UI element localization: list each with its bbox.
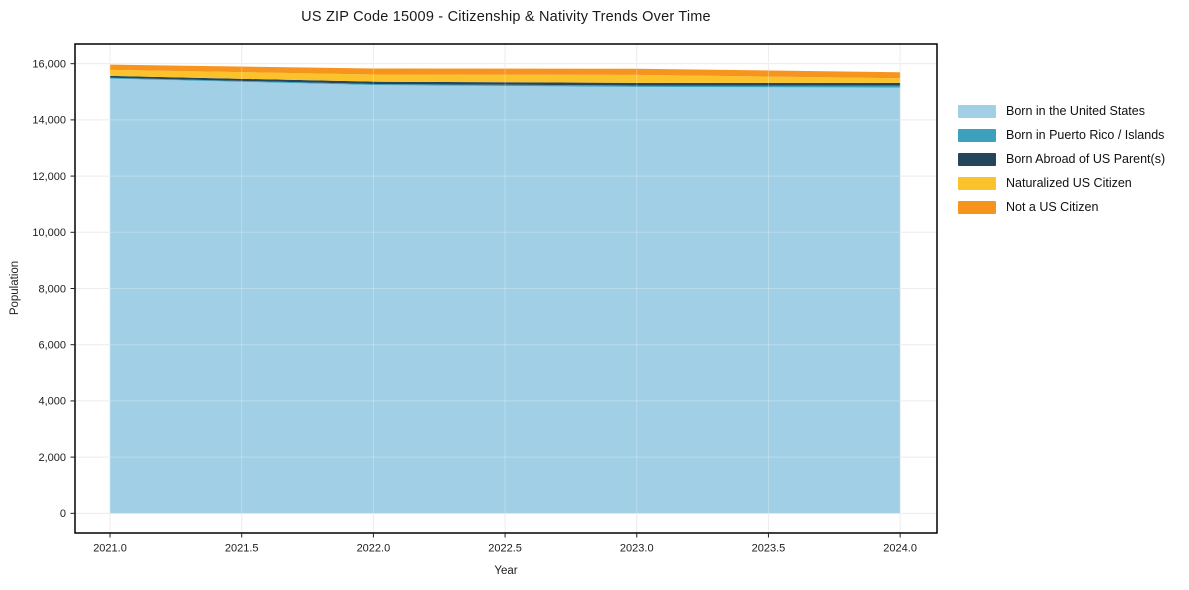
svg-text:8,000: 8,000 bbox=[38, 283, 66, 295]
legend-label: Born Abroad of US Parent(s) bbox=[1006, 152, 1166, 166]
svg-text:2022.0: 2022.0 bbox=[357, 543, 391, 555]
svg-text:2021.0: 2021.0 bbox=[93, 543, 127, 555]
chart-title: US ZIP Code 15009 - Citizenship & Nativi… bbox=[301, 9, 711, 25]
svg-text:2024.0: 2024.0 bbox=[883, 543, 917, 555]
svg-text:14,000: 14,000 bbox=[32, 115, 66, 127]
legend-item: Born in Puerto Rico / Islands bbox=[958, 129, 1165, 142]
svg-text:2021.5: 2021.5 bbox=[225, 543, 259, 555]
x-tick-labels: 2021.0 2021.5 2022.0 2022.5 2023.0 2023.5 2024… bbox=[93, 543, 917, 555]
area-born-abroad-of-us-parent-s bbox=[110, 75, 901, 86]
area-born-in-puerto-rico-islands bbox=[110, 77, 901, 88]
svg-text:4,000: 4,000 bbox=[38, 396, 66, 408]
area-not-a-us-citizen bbox=[110, 64, 901, 79]
svg-text:2022.5: 2022.5 bbox=[488, 543, 522, 555]
y-tick-labels: 0 2,000 4,000 6,000 8,000 10,000 12,000 14,000 1… bbox=[32, 58, 66, 520]
legend-item: Born in the United States bbox=[958, 105, 1165, 118]
legend-label: Naturalized US Citizen bbox=[1006, 176, 1132, 190]
svg-text:2,000: 2,000 bbox=[38, 452, 66, 464]
svg-text:2023.0: 2023.0 bbox=[620, 543, 654, 555]
svg-text:10,000: 10,000 bbox=[32, 227, 66, 239]
gridlines-overlay bbox=[75, 44, 937, 533]
legend-item: Naturalized US Citizen bbox=[958, 177, 1165, 190]
legend-swatch-born-us bbox=[958, 105, 996, 118]
area-born-in-the-united-states bbox=[110, 78, 901, 514]
legend-swatch-born-abroad bbox=[958, 153, 996, 166]
svg-text:6,000: 6,000 bbox=[38, 340, 66, 352]
axis-ticks bbox=[70, 63, 901, 538]
legend-swatch-naturalized bbox=[958, 177, 996, 190]
legend-item: Not a US Citizen bbox=[958, 201, 1165, 214]
stacked-areas bbox=[110, 64, 901, 514]
svg-text:0: 0 bbox=[60, 508, 66, 520]
svg-text:16,000: 16,000 bbox=[32, 58, 66, 70]
legend-label: Not a US Citizen bbox=[1006, 200, 1099, 214]
legend-swatch-not-citizen bbox=[958, 201, 996, 214]
area-naturalized-us-citizen bbox=[110, 69, 901, 83]
x-axis-label: Year bbox=[494, 565, 518, 577]
legend-label: Born in Puerto Rico / Islands bbox=[1006, 128, 1165, 142]
legend: Born in the United States Born in Puerto… bbox=[958, 105, 1165, 214]
legend-swatch-puerto-rico bbox=[958, 129, 996, 142]
legend-label: Born in the United States bbox=[1006, 104, 1145, 118]
svg-text:12,000: 12,000 bbox=[32, 171, 66, 183]
y-axis-label: Population bbox=[9, 260, 21, 316]
legend-item: Born Abroad of US Parent(s) bbox=[958, 153, 1165, 166]
svg-text:2023.5: 2023.5 bbox=[752, 543, 786, 555]
